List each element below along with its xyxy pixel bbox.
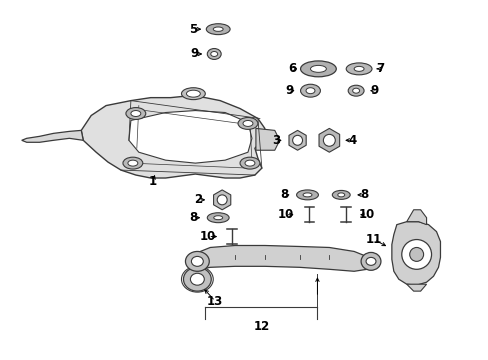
Text: 9: 9 [285,84,293,97]
Ellipse shape [332,190,349,199]
Ellipse shape [206,24,230,35]
Ellipse shape [305,88,314,94]
Ellipse shape [213,216,222,220]
Ellipse shape [300,61,336,77]
Text: 10: 10 [358,208,374,221]
Circle shape [292,135,302,145]
Text: 8: 8 [189,211,197,224]
Ellipse shape [238,117,257,129]
Polygon shape [129,111,251,163]
Ellipse shape [303,193,311,197]
Text: 11: 11 [365,233,381,246]
Text: 8: 8 [280,188,288,201]
Ellipse shape [240,157,259,169]
Text: 10: 10 [200,230,216,243]
Ellipse shape [122,157,142,169]
Ellipse shape [337,193,344,197]
Circle shape [409,247,423,261]
Ellipse shape [296,190,318,200]
Polygon shape [193,246,370,271]
Ellipse shape [243,121,252,126]
Ellipse shape [346,63,371,75]
Ellipse shape [126,108,145,120]
Ellipse shape [210,51,217,57]
Polygon shape [406,210,426,225]
Polygon shape [21,130,83,142]
Ellipse shape [190,273,204,285]
Ellipse shape [213,27,223,31]
Ellipse shape [191,256,203,266]
Circle shape [323,134,335,146]
Ellipse shape [128,160,138,166]
Ellipse shape [310,66,325,72]
Text: 4: 4 [347,134,356,147]
Text: 9: 9 [190,48,198,60]
Circle shape [217,195,226,205]
Polygon shape [255,129,279,150]
Ellipse shape [360,252,380,270]
Text: 9: 9 [370,84,378,97]
Ellipse shape [183,267,211,291]
Polygon shape [81,96,264,178]
Ellipse shape [352,88,359,93]
Text: 2: 2 [194,193,202,206]
Text: 13: 13 [207,294,223,307]
Ellipse shape [366,257,375,265]
Ellipse shape [300,84,320,97]
Ellipse shape [244,160,254,166]
Ellipse shape [181,88,205,100]
Circle shape [401,239,431,269]
Text: 3: 3 [271,134,279,147]
Polygon shape [406,284,426,291]
Text: 12: 12 [253,320,269,333]
Text: 5: 5 [189,23,197,36]
Polygon shape [391,222,440,285]
Text: 10: 10 [277,208,293,221]
Ellipse shape [131,111,141,117]
Ellipse shape [207,213,229,223]
Text: 6: 6 [288,62,296,75]
Ellipse shape [347,85,364,96]
Text: 7: 7 [375,62,383,75]
Ellipse shape [207,49,221,59]
Text: 8: 8 [359,188,367,201]
Ellipse shape [185,251,209,271]
Ellipse shape [353,66,364,71]
Ellipse shape [186,90,200,97]
Text: 1: 1 [148,175,157,189]
